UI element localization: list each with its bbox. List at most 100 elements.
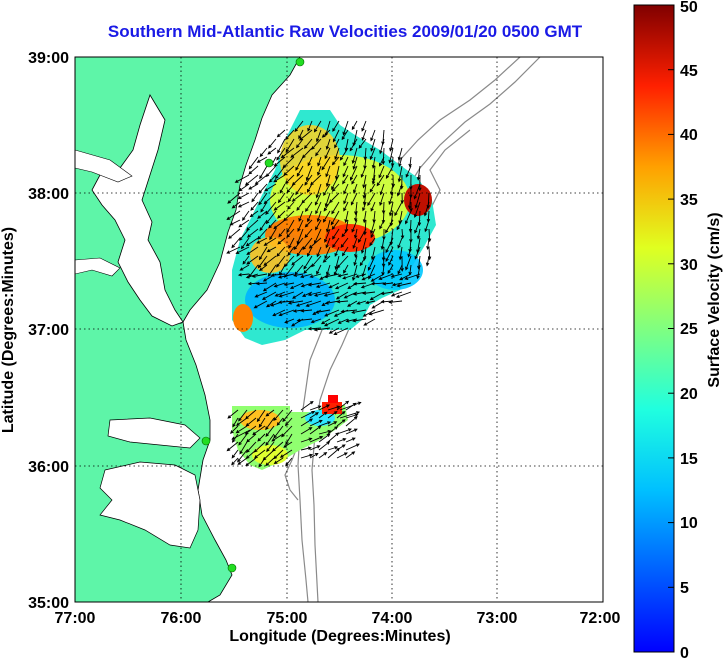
velocity-arrow [285, 138, 295, 153]
velocity-arrow [327, 446, 339, 451]
colorbar-tick-label: 10 [680, 515, 698, 532]
velocity-arrow [327, 447, 341, 459]
albemarle-sound [107, 417, 201, 449]
velocity-arrow [287, 201, 295, 210]
velocity-arrow [379, 192, 385, 207]
colorbar-tick-label: 50 [680, 0, 698, 16]
velocity-arrow [304, 174, 313, 186]
velocity-arrow [295, 183, 304, 196]
velocity-arrow [262, 282, 277, 292]
velocity-arrow [416, 264, 421, 280]
velocity-arrow [231, 449, 239, 459]
velocity-arrow [323, 291, 340, 297]
velocity-arrow [283, 282, 295, 287]
velocity-arrow [303, 138, 313, 149]
velocity-arrow [398, 246, 403, 261]
y-tick-label: 39:00 [28, 50, 69, 67]
colorbar-tick-label: 0 [680, 645, 689, 659]
velocity-arrow [228, 228, 241, 239]
velocity-arrow [248, 156, 259, 170]
velocity-arrow [265, 457, 275, 467]
velocity-arrow [397, 147, 403, 161]
velocity-arrow [239, 264, 250, 271]
velocity-arrow [316, 129, 322, 143]
velocity-arrow [265, 417, 275, 431]
velocity-arrow [349, 138, 358, 152]
velocity-arrow [238, 219, 250, 228]
velocity-arrow [400, 192, 405, 204]
velocity-arrow [307, 282, 322, 287]
velocity-arrow [370, 228, 376, 239]
velocity-arrow [351, 174, 358, 185]
velocity-arrow [265, 433, 275, 446]
river-inlet [75, 257, 121, 277]
velocity-arrow [273, 174, 286, 183]
velocity-arrow [355, 273, 367, 278]
x-axis: 77:00 76:00 75:00 74:00 73:00 72:00 Long… [55, 610, 621, 645]
velocity-arrow [285, 129, 295, 140]
velocity-arrow [307, 210, 313, 223]
colorbar-tick-label: 15 [680, 451, 698, 468]
velocity-arrow [413, 183, 421, 200]
velocity-arrow [378, 273, 394, 281]
velocity-arrow [334, 282, 349, 290]
velocity-arrow [331, 219, 340, 230]
velocity-arrow [269, 228, 277, 241]
velocity-arrow [309, 405, 322, 411]
velocity-arrow [300, 418, 314, 427]
velocity-arrow [248, 165, 259, 175]
velocity-arrow [274, 291, 286, 297]
velocity-arrow [251, 273, 268, 278]
velocity-arrow [278, 228, 286, 238]
velocity-arrow [318, 452, 328, 459]
velocity-arrow [323, 201, 331, 212]
velocity-arrow [356, 300, 367, 305]
velocity-arrow [396, 183, 403, 197]
y-tick-label: 38:00 [28, 186, 69, 203]
velocity-arrow [242, 255, 250, 265]
velocity-arrow [235, 417, 248, 426]
velocity-arrow [327, 411, 338, 419]
velocity-arrow [354, 210, 358, 222]
velocity-arrow [344, 210, 349, 224]
velocity-arrow [350, 192, 358, 206]
velocity-arrow [259, 219, 268, 232]
velocity-arrow [416, 228, 421, 240]
velocity-arrow [303, 264, 313, 274]
velocity-arrow [345, 437, 356, 443]
velocity-arrow [345, 443, 360, 451]
velocity-arrow [227, 409, 239, 419]
velocity-arrow [385, 219, 394, 234]
velocity-arrow [309, 412, 319, 419]
velocity-arrow [276, 129, 286, 138]
velocity-arrow [307, 291, 322, 297]
velocity-arrow [237, 457, 248, 465]
velocity-arrow [285, 457, 293, 467]
x-tick-label: 73:00 [477, 610, 518, 627]
velocity-arrow [370, 246, 376, 261]
velocity-arrow [300, 437, 313, 443]
velocity-arrow [324, 228, 331, 243]
velocity-arrow [266, 441, 275, 453]
velocity-arrow [416, 165, 421, 181]
velocity-arrow [325, 165, 331, 178]
velocity-arrow [287, 246, 295, 256]
velocity-arrow [347, 300, 358, 307]
velocity-arrow [424, 219, 430, 233]
velocity-arrow [291, 255, 304, 266]
velocity-arrow [324, 300, 340, 305]
velocity-arrow [360, 165, 367, 178]
velocity-arrow [351, 264, 358, 282]
velocity-arrow [342, 165, 349, 178]
velocity-arrow [296, 138, 304, 149]
radar-station-marker [264, 158, 274, 168]
velocity-arrow [267, 264, 277, 277]
velocity-arrow [400, 255, 404, 272]
colorbar-tick-label: 45 [680, 63, 698, 80]
velocity-arrow [327, 432, 340, 443]
velocity-arrow [331, 156, 340, 166]
velocity-arrow [273, 425, 284, 439]
velocity-arrow [407, 246, 412, 258]
velocity-arrow [275, 165, 286, 180]
velocity-arrow [277, 237, 286, 245]
